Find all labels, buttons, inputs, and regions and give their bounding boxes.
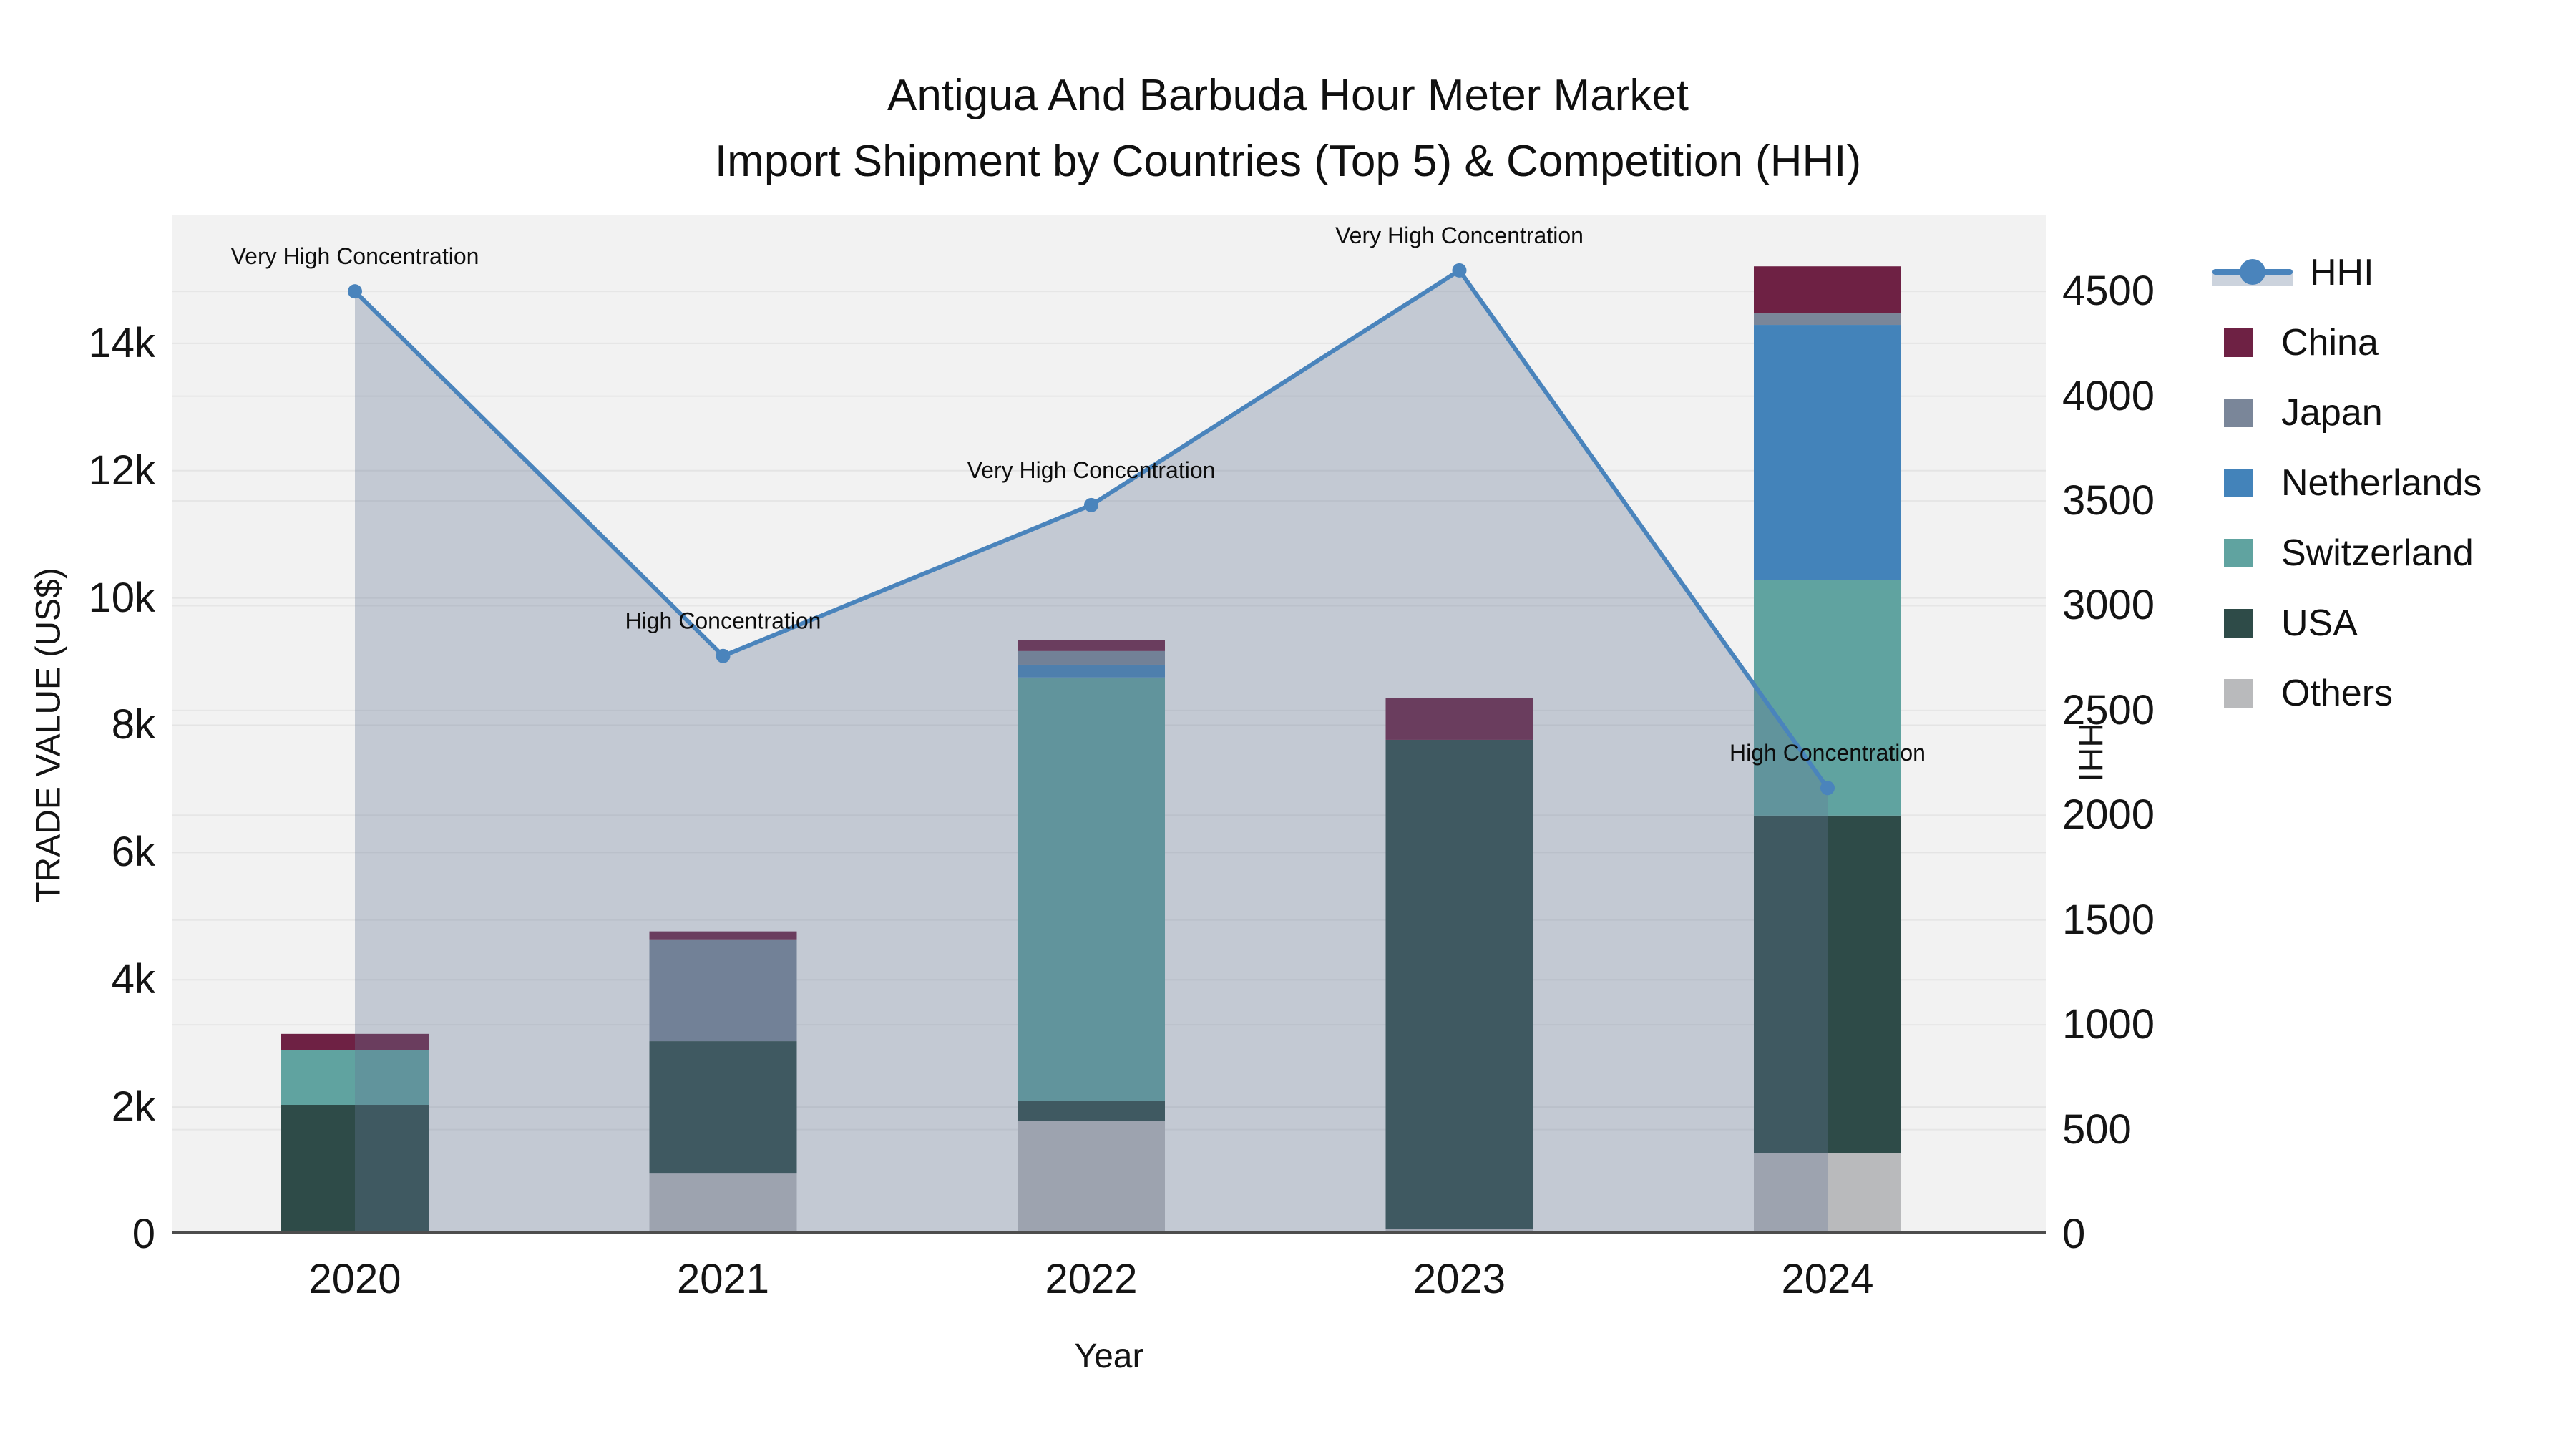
y-right-tick-4000: 4000 [2062,372,2155,419]
bar-segment-2021-japan[interactable] [649,939,797,1042]
y-left-tick-6k: 6k [111,829,155,876]
y-right-tick-0: 0 [2062,1211,2086,1257]
bar-segment-2020-china[interactable] [281,1033,429,1050]
hhi-annotation-2022: Very High Concentration [967,457,1216,483]
legend-swatch-icon [2224,399,2253,427]
hhi-marker-2020[interactable] [348,284,362,299]
bar-segment-2022-japan[interactable] [1018,650,1165,665]
y-right-tick-2500: 2500 [2062,686,2155,733]
y-left-tick-14k: 14k [88,319,155,366]
y-right-tick-1500: 1500 [2062,896,2155,943]
legend-swatch-icon [2224,328,2253,357]
legend-label: HHI [2310,252,2374,293]
bar-segment-2022-switzerland[interactable] [1018,677,1165,1101]
hhi-marker-2024[interactable] [1820,781,1835,796]
legend-swatch-icon [2224,539,2253,567]
bar-segment-2024-switzerland[interactable] [1754,580,1901,816]
hhi-annotation-2023: Very High Concentration [1335,223,1584,248]
bar-segment-2024-japan[interactable] [1754,313,1901,326]
legend-label: Netherlands [2281,462,2482,504]
chart-title: Antigua And Barbuda Hour Meter Market Im… [0,63,2576,195]
bar-segment-2022-others[interactable] [1018,1121,1165,1234]
hhi-annotation-2021: High Concentration [625,608,821,634]
legend-label: Switzerland [2281,532,2474,574]
bar-segment-2023-usa[interactable] [1385,739,1533,1229]
legend: HHI China Japan Netherlands Switzerland USA Ot… [2212,238,2482,728]
bar-segment-2020-switzerland[interactable] [281,1050,429,1106]
legend-swatch-icon [2224,679,2253,708]
legend-item-switzerland[interactable]: Switzerland [2212,518,2482,588]
x-tick-2024: 2024 [1781,1256,1874,1302]
hhi-line-swatch-icon [2212,257,2293,288]
y-left-tick-8k: 8k [111,701,155,748]
bar-segment-2023-china[interactable] [1385,698,1533,740]
legend-label: USA [2281,602,2358,644]
hhi-marker-2023[interactable] [1452,263,1467,278]
y-axis-left-title: TRADE VALUE (US$) [29,567,68,903]
bar-segment-2022-usa[interactable] [1018,1101,1165,1121]
y-left-tick-10k: 10k [88,574,155,621]
legend-label: China [2281,322,2379,364]
legend-item-japan[interactable]: Japan [2212,378,2482,448]
hhi-area-fill [355,270,1828,1234]
hhi-annotation-2020: Very High Concentration [231,243,479,269]
legend-label: Japan [2281,392,2383,434]
y-left-tick-0: 0 [132,1211,155,1257]
legend-item-china[interactable]: China [2212,308,2482,378]
y-right-tick-1000: 1000 [2062,1001,2155,1048]
plot-area: Very High Concentration High Concentratio… [172,215,2046,1234]
bar-segment-2022-china[interactable] [1018,640,1165,651]
legend-item-netherlands[interactable]: Netherlands [2212,448,2482,518]
chart-title-line2: Import Shipment by Countries (Top 5) & C… [714,137,1862,186]
x-tick-2022: 2022 [1045,1256,1138,1302]
legend-item-others[interactable]: Others [2212,658,2482,728]
y-right-tick-4500: 4500 [2062,268,2155,315]
legend-label: Others [2281,673,2394,714]
hhi-annotation-2024: High Concentration [1729,740,1926,766]
y-right-tick-3500: 3500 [2062,477,2155,525]
chart-title-line1: Antigua And Barbuda Hour Meter Market [887,71,1689,120]
y-right-tick-500: 500 [2062,1106,2132,1153]
plot-canvas: Very High Concentration High Concentratio… [172,223,2046,1234]
y-left-tick-4k: 4k [111,956,155,1003]
legend-item-hhi[interactable]: HHI [2212,238,2482,308]
x-tick-2023: 2023 [1413,1256,1506,1302]
legend-swatch-icon [2224,469,2253,497]
bar-segment-2024-usa[interactable] [1754,815,1901,1153]
bar-segment-2020-usa[interactable] [281,1105,429,1234]
legend-item-usa[interactable]: USA [2212,588,2482,658]
y-left-tick-12k: 12k [88,447,155,494]
bar-segment-2024-china[interactable] [1754,266,1901,314]
bar-segment-2021-usa[interactable] [649,1041,797,1174]
x-axis-title: Year [1074,1337,1144,1375]
bar-segment-2021-china[interactable] [649,931,797,940]
x-tick-2020: 2020 [308,1256,401,1302]
hhi-marker-2022[interactable] [1084,497,1098,512]
legend-swatch-icon [2224,609,2253,638]
x-tick-2021: 2021 [676,1256,770,1302]
hhi-marker-2021[interactable] [716,648,731,663]
y-right-tick-3000: 3000 [2062,582,2155,629]
y-left-tick-2k: 2k [111,1083,155,1131]
bar-segment-2021-others[interactable] [649,1173,797,1234]
y-axis-right-title: HHI [2071,723,2109,782]
bar-segment-2024-others[interactable] [1754,1153,1901,1234]
bar-segment-2024-netherlands[interactable] [1754,325,1901,580]
y-right-tick-2000: 2000 [2062,791,2155,839]
bar-segment-2022-netherlands[interactable] [1018,664,1165,678]
